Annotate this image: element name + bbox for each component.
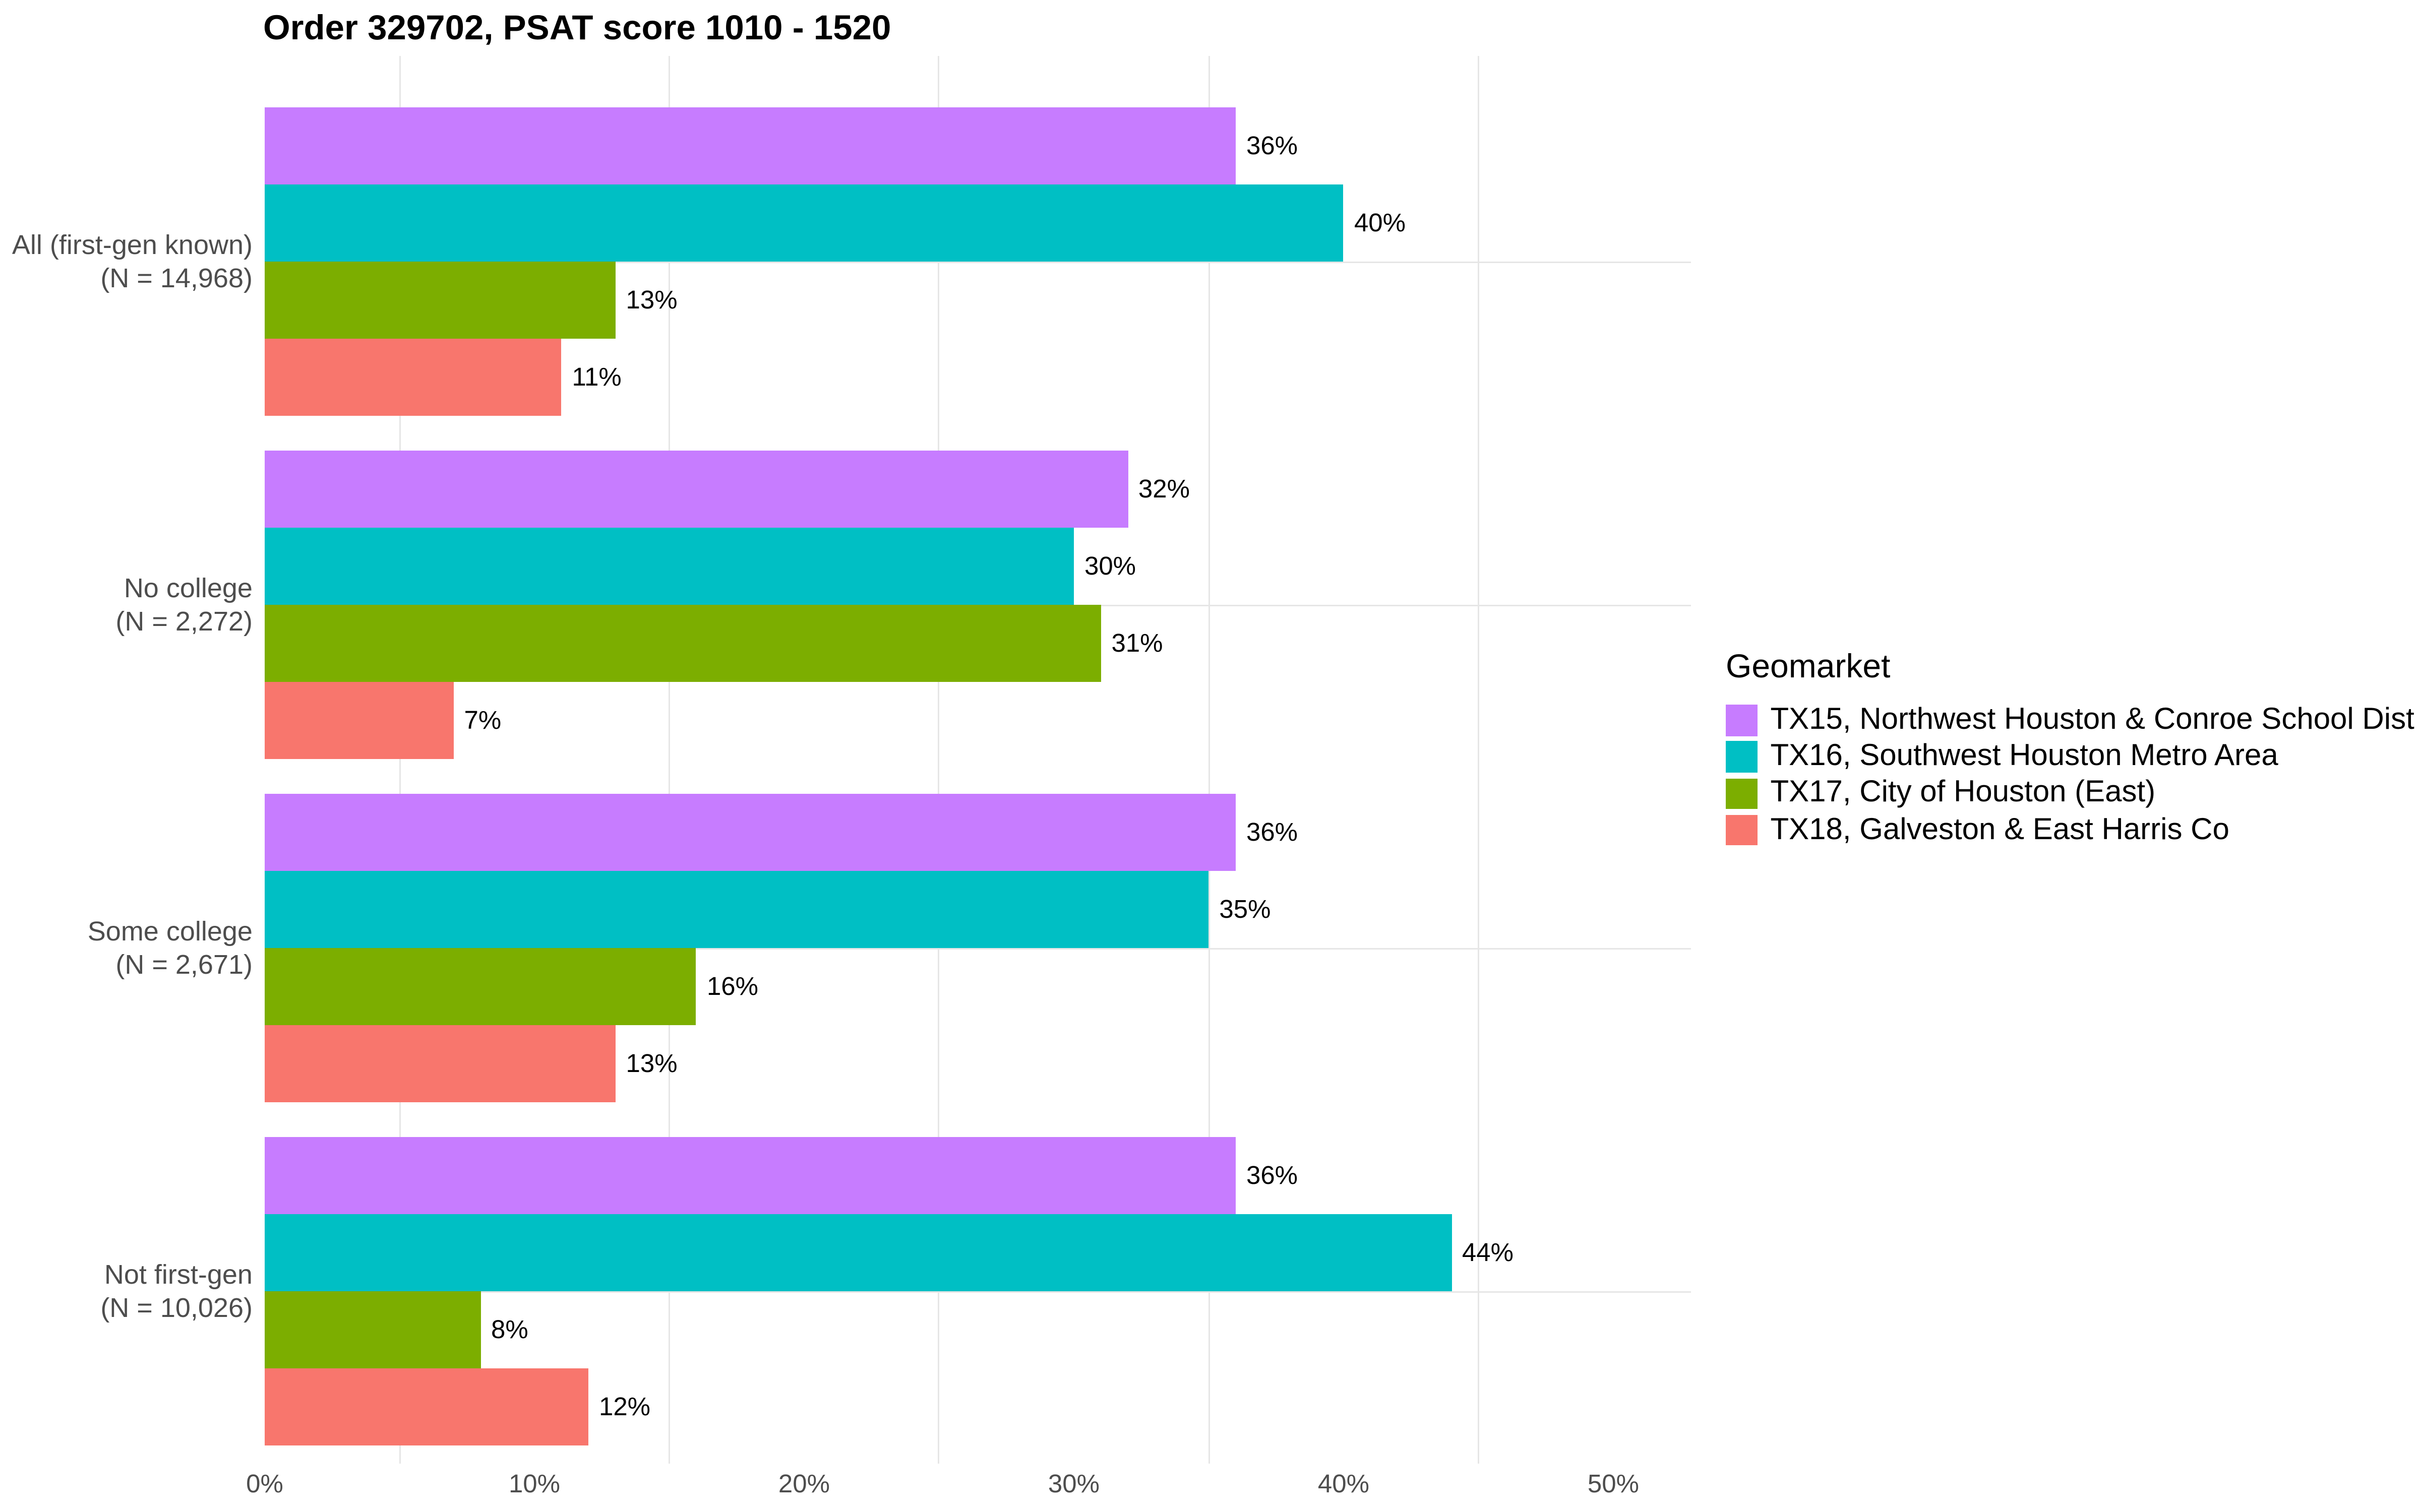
bar: [265, 1291, 480, 1369]
y-axis-label-line2: (N = 10,026): [100, 1293, 253, 1324]
y-axis-label: Not first-gen (N = 10,026): [0, 1258, 253, 1325]
legend-item: TX18, Galveston & East Harris Co: [1726, 812, 2414, 846]
x-axis-tick-label: 50%: [1587, 1470, 1639, 1498]
y-axis-labels: All (first-gen known) (N = 14,968) No coll…: [0, 56, 253, 1464]
gridline-v-minor: [1477, 56, 1479, 1464]
bar: [265, 262, 616, 339]
bar: [265, 871, 1209, 949]
bar-value-label: 30%: [1084, 552, 1136, 581]
y-axis-label-line1: Not first-gen: [104, 1259, 253, 1290]
gridline-v-minor: [1207, 56, 1209, 1464]
y-axis-label-line1: Some college: [87, 916, 253, 947]
x-axis-tick-label: 30%: [1048, 1470, 1100, 1498]
bar-value-label: 36%: [1246, 1161, 1298, 1190]
bar-value-label: 16%: [706, 972, 759, 1001]
bar: [265, 1368, 588, 1446]
bar-value-label: 36%: [1246, 818, 1298, 847]
y-axis-label-line2: (N = 2,272): [115, 606, 253, 637]
plot-panel: 36% 40% 13% 11% 32% 30% 31% 7% 36% 35% 16% 13% 36% 44…: [265, 56, 1691, 1464]
y-axis-label: All (first-gen known) (N = 14,968): [0, 229, 253, 295]
legend-item: TX15, Northwest Houston & Conroe School …: [1726, 703, 2414, 736]
legend-item-label: TX18, Galveston & East Harris Co: [1770, 812, 2229, 846]
legend-swatch: [1726, 778, 1757, 809]
y-axis-label-line2: (N = 14,968): [100, 263, 253, 294]
legend-swatch: [1726, 705, 1757, 736]
bar: [265, 948, 696, 1026]
bar-value-label: 8%: [491, 1315, 528, 1345]
bar-value-label: 32%: [1138, 475, 1190, 504]
gridline-h-major: [265, 948, 1691, 950]
bar-value-label: 35%: [1219, 895, 1271, 924]
bar-value-label: 7%: [464, 706, 502, 735]
bar-value-label: 40%: [1354, 209, 1406, 238]
gridline-v-minor: [938, 56, 940, 1464]
y-axis-label: No college (N = 2,272): [0, 572, 253, 639]
x-axis-tick-labels: 0% 10% 20% 30% 40% 50%: [0, 1470, 2420, 1506]
bar-value-label: 44%: [1462, 1238, 1514, 1268]
y-axis-label-line1: All (first-gen known): [12, 230, 253, 261]
x-axis-tick-label: 10%: [508, 1470, 561, 1498]
bar-value-label: 11%: [572, 363, 622, 392]
gridline-v-minor: [398, 56, 400, 1464]
legend-item-label: TX17, City of Houston (East): [1770, 776, 2156, 810]
bar-value-label: 13%: [626, 286, 678, 315]
y-axis-label-line2: (N = 2,671): [115, 950, 253, 980]
legend-swatch: [1726, 741, 1757, 773]
x-axis-tick-label: 0%: [246, 1470, 283, 1498]
legend: Geomarket TX15, Northwest Houston & Conr…: [1726, 647, 2414, 852]
x-axis-tick-label: 40%: [1317, 1470, 1369, 1498]
legend-swatch: [1726, 814, 1757, 846]
bar: [265, 528, 1074, 605]
legend-item: TX17, City of Houston (East): [1726, 776, 2414, 810]
gridline-h-major: [265, 1291, 1691, 1293]
bar: [265, 1025, 616, 1103]
bar: [265, 451, 1128, 528]
bar: [265, 682, 454, 760]
y-axis-label-line1: No college: [124, 573, 253, 604]
bar-value-label: 31%: [1111, 629, 1163, 658]
bar: [265, 1214, 1451, 1292]
legend-item-label: TX15, Northwest Houston & Conroe School …: [1770, 703, 2414, 736]
bar: [265, 605, 1101, 682]
legend-item-label: TX16, Southwest Houston Metro Area: [1770, 739, 2278, 773]
bar-value-label: 12%: [598, 1393, 651, 1422]
bar: [265, 1137, 1236, 1215]
bar-value-label: 36%: [1246, 132, 1298, 161]
legend-item: TX16, Southwest Houston Metro Area: [1726, 739, 2414, 773]
chart-title: Order 329702, PSAT score 1010 - 1520: [263, 8, 891, 47]
bar: [265, 107, 1236, 185]
bar-value-label: 13%: [626, 1049, 678, 1079]
gridline-h-major: [265, 261, 1691, 263]
legend-title: Geomarket: [1726, 647, 1891, 685]
bar: [265, 339, 562, 416]
y-axis-label: Some college (N = 2,671): [0, 915, 253, 982]
bar: [265, 794, 1236, 871]
bar: [265, 184, 1344, 262]
gridline-v-minor: [668, 56, 670, 1464]
x-axis-tick-label: 20%: [778, 1470, 830, 1498]
